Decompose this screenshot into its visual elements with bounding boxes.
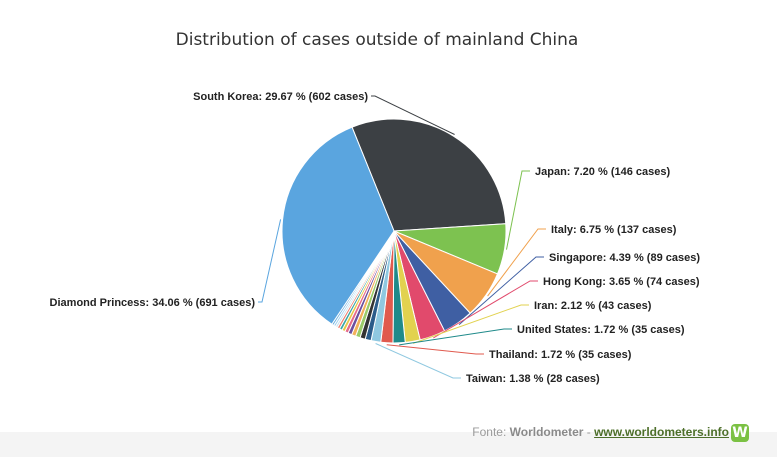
connector-taiwan — [375, 343, 461, 379]
source-separator: - — [583, 425, 595, 439]
connector-thailand — [386, 344, 484, 355]
connector-united-states — [399, 328, 512, 346]
pie-slices — [281, 118, 507, 344]
label-connectors — [258, 95, 546, 379]
data-label-japan: Japan: 7.20 % (146 cases) — [535, 166, 670, 178]
footer-bar — [0, 432, 777, 457]
connector-italy — [487, 228, 546, 297]
chart-title: Distribution of cases outside of mainlan… — [176, 30, 579, 50]
connector-iran — [412, 304, 529, 344]
data-label-singapore: Singapore: 4.39 % (89 cases) — [549, 252, 700, 264]
data-label-thailand: Thailand: 1.72 % (35 cases) — [489, 349, 632, 361]
data-label-south-korea: South Korea: 29.67 % (602 cases) — [193, 91, 368, 103]
connector-diamond-princess — [258, 219, 282, 303]
data-label-taiwan: Taiwan: 1.38 % (28 cases) — [466, 373, 600, 385]
source-link[interactable]: www.worldometers.info — [594, 425, 729, 439]
data-label-united-states: United States: 1.72 % (35 cases) — [517, 324, 685, 336]
source-credit: Fonte: Worldometer - www.worldometers.in… — [472, 425, 729, 439]
data-label-iran: Iran: 2.12 % (43 cases) — [534, 300, 652, 312]
data-label-italy: Italy: 6.75 % (137 cases) — [551, 224, 677, 236]
pie-slice-south-korea[interactable] — [351, 118, 507, 232]
connector-japan — [506, 170, 530, 250]
connector-hong-kong — [433, 280, 538, 339]
connector-south-korea — [371, 95, 455, 135]
pie-slice-diamond-princess[interactable] — [281, 126, 395, 325]
data-labels: South Korea: 29.67 % (602 cases) Japan: 7… — [50, 91, 701, 385]
connector-singapore — [458, 256, 544, 325]
data-label-hong-kong: Hong Kong: 3.65 % (74 cases) — [543, 276, 700, 288]
source-brand: Worldometer — [509, 425, 584, 439]
source-prefix: Fonte: — [472, 425, 510, 439]
worldometer-logo-icon: W — [731, 424, 749, 442]
data-label-diamond-princess: Diamond Princess: 34.06 % (691 cases) — [50, 297, 256, 309]
